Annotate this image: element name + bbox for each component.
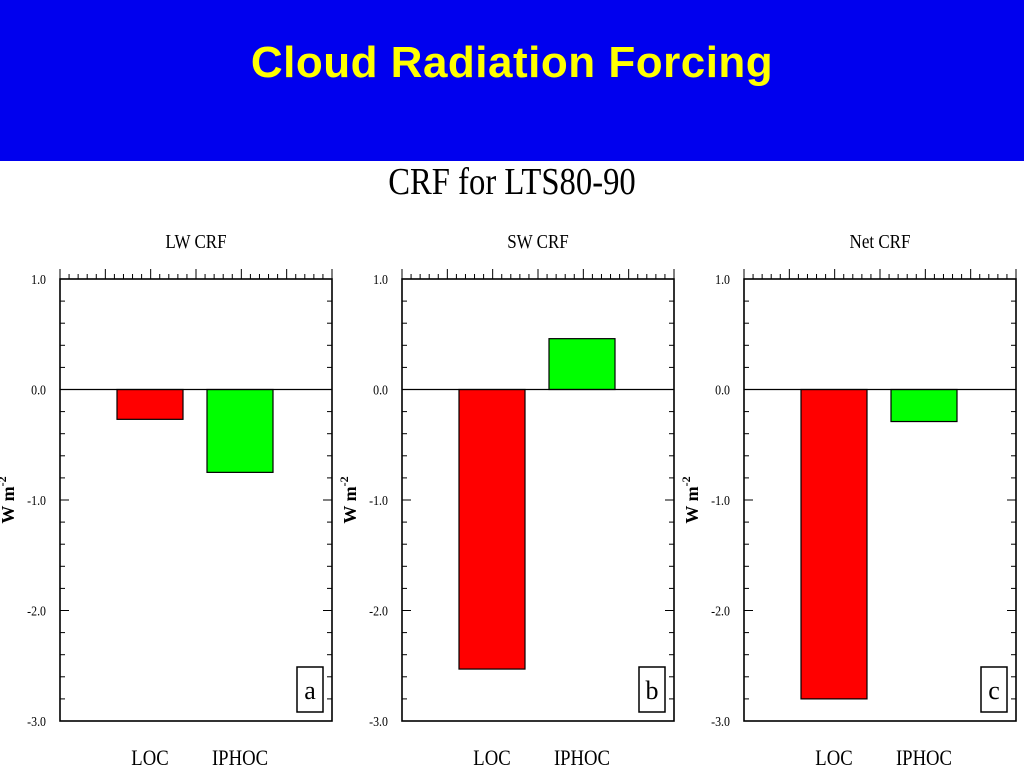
y-axis-label-text: W m <box>340 486 360 523</box>
bar-iphoc <box>206 388 274 473</box>
panel-label: c <box>988 676 1000 705</box>
figure-title: CRF for LTS80-90 <box>388 161 636 203</box>
y-axis-label: W m-2 <box>679 476 702 523</box>
y-axis-label-superscript: -2 <box>0 476 9 486</box>
chart-panel-1: LW CRF LOC IPHOC 1.0 0.0 -1.0 -2.0 -3.0 W m-2 a <box>0 231 333 768</box>
y-axis-label-text: W m <box>682 486 702 523</box>
bar-iphoc <box>890 388 958 423</box>
y-tick-label: -2.0 <box>369 603 388 619</box>
panel-label-box <box>980 666 1008 713</box>
y-tick-label: 0.0 <box>31 382 46 398</box>
y-tick-label: -3.0 <box>27 713 46 729</box>
y-tick-label: 0.0 <box>715 382 730 398</box>
plot-frame <box>59 278 333 722</box>
panel-label-box <box>638 666 666 713</box>
x-tick-label: LOC <box>473 747 510 768</box>
x-tick-label: IPHOC <box>896 747 952 768</box>
y-tick-label: 1.0 <box>31 271 46 287</box>
panel-title: Net CRF <box>850 231 911 254</box>
panel-label: a <box>304 676 316 705</box>
bar-loc <box>800 388 868 700</box>
panel-title: LW CRF <box>165 231 226 254</box>
x-tick-label: IPHOC <box>212 747 268 768</box>
bar-loc <box>116 388 184 420</box>
y-tick-label: 1.0 <box>715 271 730 287</box>
y-axis-label-text: W m <box>0 486 18 523</box>
panel-label: b <box>646 676 659 705</box>
y-tick-label: -1.0 <box>27 492 46 508</box>
y-axis-label-superscript: -2 <box>679 476 693 486</box>
y-tick-label: -3.0 <box>711 713 730 729</box>
panel-label-box <box>296 666 324 713</box>
y-tick-label: -1.0 <box>711 492 730 508</box>
y-axis-label: W m-2 <box>337 476 360 523</box>
chart-panel-2: SW CRF LOC IPHOC 1.0 0.0 -1.0 -2.0 -3.0 W m-2 b <box>337 231 675 768</box>
y-tick-label: 0.0 <box>373 382 388 398</box>
plot-frame <box>743 278 1017 722</box>
y-tick-label: -3.0 <box>369 713 388 729</box>
y-tick-label: -2.0 <box>711 603 730 619</box>
title-banner: Cloud Radiation Forcing <box>0 0 1024 161</box>
slide-title: Cloud Radiation Forcing <box>250 38 774 87</box>
chart-panel-3: Net CRF LOC IPHOC 1.0 0.0 -1.0 -2.0 -3.0 W m-2 c <box>679 231 1017 768</box>
y-axis-label: W m-2 <box>0 476 18 523</box>
y-axis-label-superscript: -2 <box>337 476 351 486</box>
panel-title: SW CRF <box>507 231 569 254</box>
bar-loc <box>458 388 526 670</box>
x-tick-label: IPHOC <box>554 747 610 768</box>
bar-iphoc <box>548 338 616 391</box>
y-tick-label: -2.0 <box>27 603 46 619</box>
x-tick-label: LOC <box>815 747 852 768</box>
y-tick-label: 1.0 <box>373 271 388 287</box>
y-tick-label: -1.0 <box>369 492 388 508</box>
x-tick-label: LOC <box>131 747 168 768</box>
plot-frame <box>401 278 675 722</box>
